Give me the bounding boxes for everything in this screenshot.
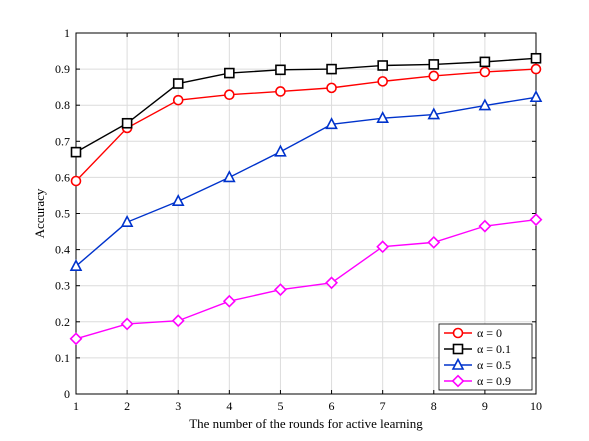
axis-ticks: 1 2 3 4 5 6 7 8 9 10 0 0.1 0.2 0.3 0.4 0.5 0.6 0.7 0.8 0.9 1 — [55, 26, 542, 413]
data-point — [530, 52, 542, 64]
series-group — [69, 52, 543, 346]
y-tick-label: 0 — [64, 387, 70, 401]
data-point — [529, 213, 543, 227]
data-point — [325, 276, 338, 290]
data-point — [530, 63, 542, 75]
y-tick-label: 0.5 — [55, 207, 70, 221]
series-line — [75, 68, 537, 182]
data-point — [478, 219, 492, 233]
data-point — [377, 76, 388, 87]
data-point — [224, 67, 235, 79]
data-point — [274, 283, 287, 297]
data-point — [479, 66, 491, 78]
x-tick-label: 10 — [530, 399, 542, 413]
x-tick-label: 7 — [380, 399, 386, 413]
legend-marker — [451, 357, 465, 370]
data-point — [69, 332, 83, 346]
y-tick-label: 0.3 — [55, 279, 70, 293]
legend-item: α = 0.5 — [444, 357, 511, 372]
data-point — [275, 86, 286, 97]
series-0 — [70, 63, 542, 187]
x-axis-label: The number of the rounds for active lear… — [189, 416, 423, 431]
data-point — [325, 117, 338, 130]
data-point — [121, 117, 133, 129]
data-point — [70, 146, 82, 158]
x-tick-label: 4 — [226, 399, 232, 413]
series-3 — [69, 213, 543, 346]
data-point — [275, 64, 286, 76]
data-point — [70, 175, 82, 187]
data-point — [377, 60, 388, 71]
data-point — [69, 258, 83, 272]
data-point — [120, 317, 134, 331]
data-point — [427, 235, 441, 249]
x-tick-label: 5 — [277, 399, 283, 413]
data-point — [172, 94, 184, 106]
y-tick-label: 0.9 — [55, 62, 70, 76]
data-point — [376, 110, 389, 123]
data-point — [223, 170, 236, 183]
x-tick-label: 6 — [329, 399, 335, 413]
data-point — [274, 144, 287, 157]
legend-label: α = 0.5 — [477, 358, 511, 372]
data-point — [224, 89, 235, 101]
x-tick-label: 1 — [73, 399, 79, 413]
y-tick-label: 0.7 — [55, 134, 70, 148]
x-tick-label: 9 — [482, 399, 488, 413]
legend-marker — [452, 327, 464, 339]
data-point — [171, 194, 185, 207]
legend-label: α = 0.1 — [477, 342, 511, 356]
legend: α = 0 α = 0.1 α = 0.5 α = 0.9 — [438, 323, 533, 391]
x-tick-label: 2 — [124, 399, 130, 413]
data-point — [326, 63, 337, 75]
y-tick-label: 0.6 — [55, 170, 70, 184]
series-line — [75, 96, 537, 267]
y-axis-label: Accuracy — [32, 188, 47, 238]
x-tick-label: 8 — [431, 399, 437, 413]
series-line — [75, 218, 537, 340]
y-tick-label: 0.1 — [55, 351, 70, 365]
series-2 — [69, 90, 543, 272]
y-tick-label: 0.4 — [55, 243, 70, 257]
data-point — [172, 78, 184, 89]
data-point — [529, 90, 543, 103]
data-point — [120, 214, 134, 227]
y-tick-label: 0.8 — [55, 98, 70, 112]
legend-item: α = 0 — [444, 326, 502, 340]
data-point — [479, 56, 491, 68]
data-point — [171, 314, 185, 328]
legend-item: α = 0.1 — [444, 342, 511, 356]
y-tick-label: 1 — [64, 26, 70, 40]
data-point — [222, 294, 236, 308]
data-point — [428, 59, 440, 70]
data-point — [376, 240, 390, 254]
x-tick-label: 3 — [175, 399, 181, 413]
legend-label: α = 0.9 — [477, 374, 511, 388]
series-line — [75, 57, 537, 153]
data-point — [478, 98, 492, 111]
data-point — [428, 70, 440, 82]
legend-label: α = 0 — [477, 326, 502, 340]
legend-marker — [451, 374, 465, 388]
legend-marker — [452, 343, 464, 355]
data-point — [427, 107, 441, 120]
y-tick-label: 0.2 — [55, 315, 70, 329]
data-point — [326, 82, 337, 94]
series-1 — [70, 52, 542, 158]
legend-item: α = 0.9 — [444, 374, 511, 388]
